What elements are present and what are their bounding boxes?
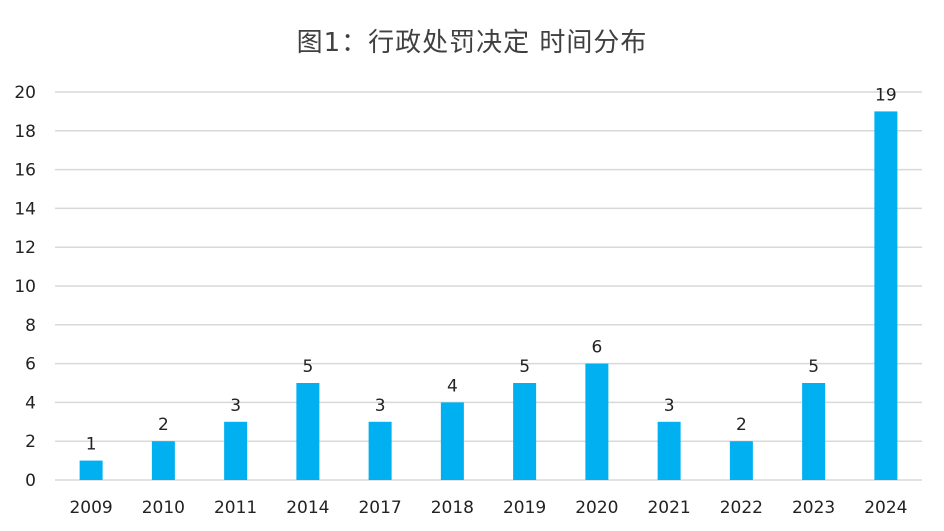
bar-2024 [874,111,898,481]
bar-2023 [802,383,826,480]
data-label-2023: 5 [808,357,819,377]
x-tick-label-2020: 2020 [575,498,618,518]
x-tick-label-2011: 2011 [214,498,257,518]
bar-2020 [585,363,609,480]
data-label-2014: 5 [302,357,313,377]
y-tick-label: 16 [14,161,36,181]
data-label-2018: 4 [447,376,458,396]
x-tick-label-2024: 2024 [864,498,907,518]
data-label-2017: 3 [375,396,386,416]
data-label-2011: 3 [230,396,241,416]
bar-2017 [368,421,392,480]
y-tick-label: 6 [25,355,36,375]
x-tick-label-2021: 2021 [647,498,690,518]
x-tick-label-2009: 2009 [69,498,112,518]
data-label-2009: 1 [86,435,97,455]
data-label-2021: 3 [664,396,675,416]
x-tick-label-2023: 2023 [792,498,835,518]
y-tick-label: 10 [14,277,36,297]
bar-2014 [296,383,320,480]
y-tick-label: 12 [14,238,36,258]
bar-2019 [513,383,537,480]
data-label-2010: 2 [158,415,169,435]
y-tick-label: 18 [14,122,36,142]
y-tick-label: 20 [14,83,36,103]
x-tick-label-2010: 2010 [142,498,185,518]
bar-2009 [79,460,103,480]
y-tick-label: 14 [14,199,36,219]
y-tick-label: 4 [25,393,36,413]
x-tick-label-2022: 2022 [720,498,763,518]
data-label-2019: 5 [519,357,530,377]
chart-title: 图1：行政处罚决定 时间分布 [296,28,648,58]
bar-2018 [440,402,464,480]
bar-2010 [151,441,175,480]
bar-2011 [224,421,248,480]
data-label-2024: 19 [875,85,897,105]
y-tick-label: 2 [25,432,36,452]
x-tick-label-2017: 2017 [358,498,401,518]
x-tick-label-2019: 2019 [503,498,546,518]
y-tick-label: 8 [25,316,36,336]
y-tick-label: 0 [25,471,36,491]
data-label-2022: 2 [736,415,747,435]
x-tick-label-2014: 2014 [286,498,329,518]
bar-2021 [657,421,681,480]
bar-2022 [729,441,753,480]
data-label-2020: 6 [591,338,602,358]
x-tick-label-2018: 2018 [431,498,474,518]
